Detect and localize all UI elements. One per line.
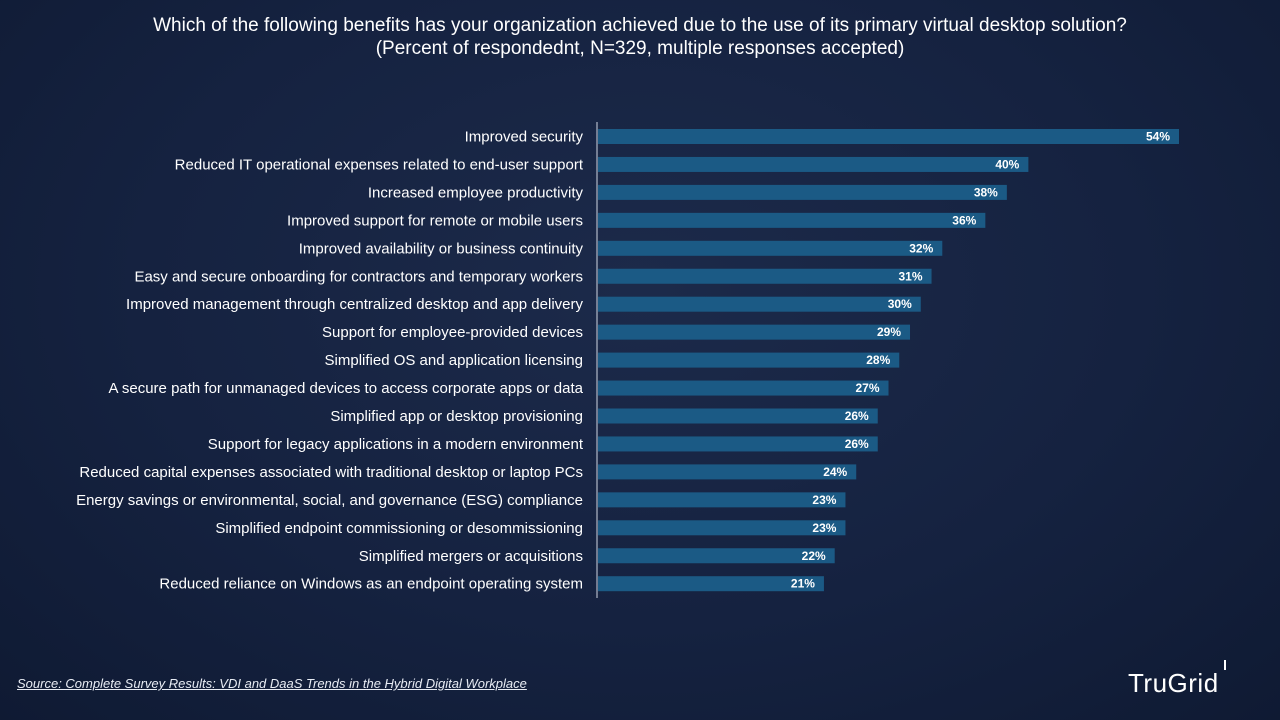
data-label: 24% <box>823 465 847 479</box>
category-label: Energy savings or environmental, social,… <box>76 492 583 509</box>
trugrid-logo: TruGrid <box>1128 668 1219 698</box>
category-label: Support for legacy applications in a mod… <box>208 436 584 453</box>
data-label: 27% <box>855 381 879 395</box>
data-label: 32% <box>909 241 933 255</box>
data-label: 38% <box>974 185 998 199</box>
bar <box>598 380 889 396</box>
bar <box>598 240 943 256</box>
data-label: 30% <box>888 297 912 311</box>
bar <box>598 520 846 536</box>
bar <box>598 156 1029 172</box>
data-label: 29% <box>877 325 901 339</box>
data-label: 26% <box>845 437 869 451</box>
bar <box>598 296 921 312</box>
bar-row: Reduced reliance on Windows as an endpoi… <box>159 576 824 593</box>
data-label: 22% <box>802 549 826 563</box>
data-label: 26% <box>845 409 869 423</box>
data-label: 40% <box>995 157 1019 171</box>
data-label: 28% <box>866 353 890 367</box>
bar <box>598 212 986 228</box>
bar <box>598 548 835 564</box>
bar-row: Reduced capital expenses associated with… <box>79 464 857 481</box>
bar-row: Simplified endpoint commissioning or des… <box>215 520 846 537</box>
bar-row: Support for legacy applications in a mod… <box>208 436 878 453</box>
bar-row: Energy savings or environmental, social,… <box>76 492 846 509</box>
bar-row: Improved availability or business contin… <box>299 240 943 257</box>
bar <box>598 436 878 452</box>
data-label: 31% <box>899 269 923 283</box>
category-label: Improved management through centralized … <box>126 296 583 313</box>
bar-row: Improved security 54% <box>465 129 1179 146</box>
category-label: Easy and secure onboarding for contracto… <box>134 268 583 285</box>
category-label: Support for employee-provided devices <box>322 324 583 341</box>
category-label: Simplified mergers or acquisitions <box>359 548 583 565</box>
category-label: Improved support for remote or mobile us… <box>287 212 583 229</box>
category-label: Reduced capital expenses associated with… <box>79 464 583 481</box>
data-label: 23% <box>812 493 836 507</box>
title-line-1: Which of the following benefits has your… <box>153 15 1127 36</box>
bar <box>598 464 857 480</box>
bar-row: Simplified app or desktop provisioning 26… <box>330 408 878 425</box>
bar <box>598 352 900 368</box>
bar-row: Reduced IT operational expenses related … <box>175 156 1029 173</box>
source-link[interactable]: Source: Complete Survey Results: VDI and… <box>17 676 527 691</box>
bar-row: Improved management through centralized … <box>126 296 921 313</box>
bar-row: A secure path for unmanaged devices to a… <box>109 380 889 397</box>
category-label: Improved availability or business contin… <box>299 240 584 257</box>
bar <box>598 492 846 508</box>
bar <box>598 324 911 340</box>
category-label: Simplified endpoint commissioning or des… <box>215 520 583 537</box>
category-label: Increased employee productivity <box>368 184 584 201</box>
data-label: 36% <box>952 213 976 227</box>
bar <box>598 268 932 284</box>
bar-row: Improved support for remote or mobile us… <box>287 212 986 229</box>
title-line-2: (Percent of respondednt, N=329, multiple… <box>375 38 905 59</box>
bar-row: Increased employee productivity 38% <box>368 184 1007 201</box>
data-label: 21% <box>791 577 815 591</box>
category-label: A secure path for unmanaged devices to a… <box>109 380 584 397</box>
bar <box>598 408 878 424</box>
logo-mark <box>1224 660 1226 670</box>
category-label: Simplified OS and application licensing <box>325 352 583 369</box>
category-label: Improved security <box>465 129 584 146</box>
bar <box>598 576 824 592</box>
chart-title: Which of the following benefits has your… <box>0 14 1280 60</box>
bar-row: Simplified mergers or acquisitions 22% <box>359 548 835 565</box>
bar-row: Simplified OS and application licensing 2… <box>325 352 900 369</box>
bar-row: Support for employee-provided devices 29% <box>322 324 911 341</box>
bar-row: Easy and secure onboarding for contracto… <box>134 268 932 285</box>
category-label: Simplified app or desktop provisioning <box>330 408 583 425</box>
category-label: Reduced IT operational expenses related … <box>175 156 584 173</box>
category-label: Reduced reliance on Windows as an endpoi… <box>159 576 583 593</box>
data-label: 23% <box>812 521 836 535</box>
bar <box>598 184 1007 200</box>
bar <box>598 129 1179 144</box>
data-label: 54% <box>1146 130 1170 144</box>
